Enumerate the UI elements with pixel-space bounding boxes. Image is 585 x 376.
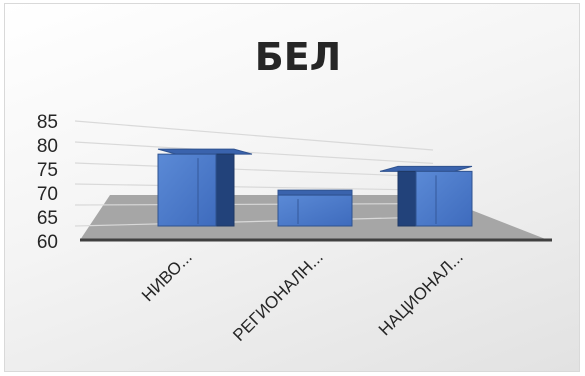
bar-front-face (415, 170, 473, 227)
gridline (74, 183, 434, 191)
x-tick-label: РЕГИОНАЛН... (229, 247, 327, 345)
bar (157, 148, 253, 227)
gridline (74, 162, 434, 178)
bar-top-face (157, 148, 253, 155)
y-tick-label: 65 (37, 208, 58, 229)
x-tick-label: НАЦИОНАЛ... (375, 247, 467, 339)
bar (277, 189, 353, 227)
bar (379, 165, 473, 227)
bar-side-face (397, 170, 417, 227)
gridline (74, 120, 434, 151)
y-tick-label: 60 (37, 232, 58, 253)
bar-front-face (277, 194, 353, 227)
y-tick-label: 70 (37, 184, 58, 205)
x-axis: НИВО... РЕГИОНАЛН... НАЦИОНАЛ... (138, 247, 467, 345)
gridline (74, 141, 434, 164)
x-tick-label: НИВО... (138, 247, 196, 305)
bars (157, 148, 473, 227)
y-tick-label: 85 (37, 112, 58, 133)
bar-top-face (379, 165, 473, 172)
bar-side-face (215, 153, 235, 227)
bar-front-face (157, 153, 217, 227)
y-tick-label: 80 (37, 136, 58, 157)
y-axis: 85 80 75 70 65 60 (37, 112, 58, 253)
y-tick-label: 75 (37, 160, 58, 181)
gridlines (74, 120, 434, 227)
gridline (74, 216, 434, 227)
gridline (74, 203, 434, 206)
bar-top-face (277, 189, 353, 196)
chart-title: БЕЛ (255, 35, 341, 79)
